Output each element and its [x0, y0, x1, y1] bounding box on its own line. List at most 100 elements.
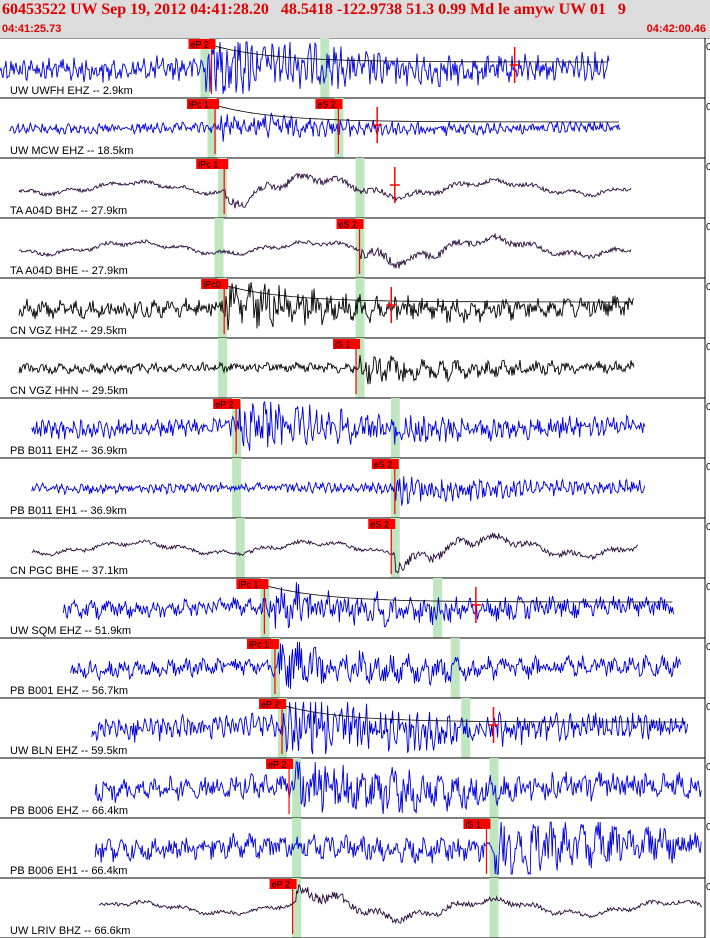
- station-label: PB B011 EH1 -- 36.9km: [10, 505, 127, 517]
- pick-label: eP 2: [215, 400, 233, 410]
- station-label: PB B006 EH1 -- 66.4km: [10, 865, 127, 877]
- pick-label-box[interactable]: [201, 279, 229, 289]
- pick-label-box[interactable]: [368, 519, 396, 529]
- trace-zero-label: 0: [706, 162, 710, 173]
- station-label: UW UWFH EHZ -- 2.9km: [10, 85, 133, 97]
- pick-label: eS 2: [370, 520, 389, 530]
- phase-window: [489, 758, 499, 818]
- station-label: CN VGZ HHN -- 29.5km: [10, 385, 128, 397]
- trace-zero-label: 0: [706, 402, 710, 413]
- waveform-trace[interactable]: [18, 281, 635, 331]
- pick-label-box[interactable]: [213, 399, 241, 409]
- station-label: CN PGC BHE -- 37.1km: [10, 565, 128, 577]
- waveform-trace[interactable]: [98, 884, 703, 925]
- pick-label: iPc 1: [249, 640, 269, 650]
- coda-decay-curve: [264, 584, 673, 603]
- station-label: PB B001 EHZ -- 56.7km: [10, 685, 128, 697]
- phase-window: [355, 158, 365, 218]
- pick-label: eP 2: [191, 40, 209, 50]
- phase-window: [218, 158, 228, 218]
- pick-label: iPc 1: [238, 580, 258, 590]
- waveform-trace[interactable]: [94, 821, 702, 876]
- waveform-trace[interactable]: [9, 112, 621, 142]
- phase-window: [489, 818, 499, 878]
- trace-zero-label: 0: [706, 342, 710, 353]
- coda-decay-curve: [214, 104, 619, 123]
- phase-window: [235, 518, 245, 578]
- station-label: TA A04D BHZ -- 27.9km: [10, 205, 127, 217]
- waveform-trace[interactable]: [18, 172, 632, 209]
- station-label: UW MCW EHZ -- 18.5km: [10, 145, 133, 157]
- pick-label-box[interactable]: [315, 99, 343, 109]
- waveform-trace[interactable]: [31, 532, 639, 574]
- pick-label: eS 2: [317, 100, 336, 110]
- waveform-trace[interactable]: [18, 232, 632, 269]
- phase-window: [489, 878, 499, 938]
- pick-label-box[interactable]: [336, 219, 364, 229]
- waveform-trace[interactable]: [62, 582, 674, 629]
- trace-zero-label: 0: [706, 762, 710, 773]
- pick-label-box[interactable]: [236, 579, 269, 589]
- seismogram-panel[interactable]: eP 2 UW UWFH EHZ -- 2.9km 0 iPc 1 eS 2 UW MCW…: [0, 38, 710, 938]
- station-label: TA A04D BHE -- 27.9km: [10, 265, 128, 277]
- trace-zero-label: 0: [706, 42, 710, 53]
- station-label: UW BLN EHZ -- 59.5km: [10, 745, 127, 757]
- pick-label-box[interactable]: [463, 819, 491, 829]
- station-label: CN VGZ HHZ -- 29.5km: [10, 325, 127, 337]
- trace-zero-label: 0: [706, 222, 710, 233]
- pick-label: iPc0: [203, 280, 221, 290]
- event-title: 60453522 UW Sep 19, 2012 04:41:28.20 48.…: [2, 1, 626, 18]
- trace-zero-label: 0: [706, 702, 710, 713]
- pick-label-box[interactable]: [269, 879, 297, 889]
- trace-zero-label: 0: [706, 522, 710, 533]
- pick-label: iS 1: [335, 340, 351, 350]
- station-label: UW LRIV BHZ -- 66.6km: [10, 925, 130, 937]
- end-time: 04:42:00.46: [646, 23, 706, 35]
- pick-label-box[interactable]: [259, 699, 286, 709]
- pick-label: iPc 1: [189, 100, 209, 110]
- phase-window: [292, 758, 302, 818]
- pick-label-box[interactable]: [246, 639, 279, 649]
- waveform-trace[interactable]: [18, 354, 635, 385]
- phase-window: [320, 38, 330, 98]
- pick-label: iS 1: [465, 820, 481, 830]
- coda-decay-curve: [224, 284, 633, 303]
- pick-label: eS 2: [374, 460, 393, 470]
- pick-label: eP 2: [272, 880, 290, 890]
- waveform-trace[interactable]: [70, 641, 681, 689]
- phase-window: [355, 338, 365, 398]
- coda-decay-curve: [211, 44, 608, 63]
- pick-label-box[interactable]: [333, 339, 361, 349]
- pick-label: eS 2: [339, 220, 358, 230]
- trace-zero-label: 0: [706, 882, 710, 893]
- pick-label: eP 2: [261, 700, 279, 710]
- waveform-trace[interactable]: [31, 476, 646, 506]
- station-label: PB B011 EHZ -- 36.9km: [10, 445, 127, 457]
- pick-label-box[interactable]: [187, 99, 220, 109]
- pick-label-box[interactable]: [371, 459, 399, 469]
- phase-window: [292, 818, 302, 878]
- trace-zero-label: 0: [706, 102, 710, 113]
- waveform-trace[interactable]: [0, 41, 610, 95]
- trace-zero-label: 0: [706, 582, 710, 593]
- waveform-trace[interactable]: [91, 701, 689, 755]
- pick-label: iPc 1: [198, 160, 218, 170]
- phase-window: [355, 278, 365, 338]
- waveform-trace[interactable]: [31, 400, 646, 451]
- waveform-trace[interactable]: [94, 761, 702, 815]
- pick-label-box[interactable]: [266, 759, 294, 769]
- station-label: PB B006 EHZ -- 66.4km: [10, 805, 128, 817]
- trace-zero-label: 0: [706, 282, 710, 293]
- phase-window: [292, 878, 302, 938]
- trace-zero-label: 0: [706, 642, 710, 653]
- phase-window: [450, 638, 460, 698]
- start-time: 04:41:25.73: [2, 23, 62, 35]
- coda-decay-curve: [281, 704, 686, 723]
- station-label: UW SQM EHZ -- 51.9km: [10, 625, 131, 637]
- trace-zero-label: 0: [706, 462, 710, 473]
- phase-window: [214, 218, 224, 278]
- pick-label: eP 2: [268, 760, 286, 770]
- pick-label-box[interactable]: [188, 39, 216, 49]
- phase-window: [390, 518, 400, 578]
- pick-label-box[interactable]: [196, 159, 229, 169]
